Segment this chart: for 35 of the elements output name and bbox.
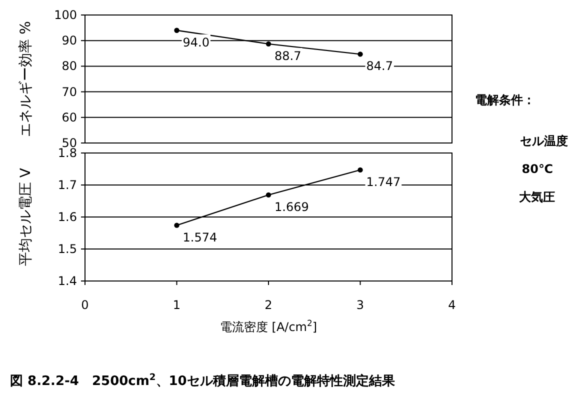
y-axis-title: エネルギー効率 % [18, 21, 34, 137]
x-tick-label: 3 [356, 298, 364, 312]
x-tick-label: 4 [448, 298, 456, 312]
point [358, 52, 363, 57]
y-tick-label: 70 [62, 84, 77, 99]
y-axis-title: 平均セル電圧 V [18, 168, 34, 266]
y-tick-label: 90 [62, 34, 77, 48]
x-tick-label: 2 [264, 298, 272, 312]
y-tick-label: 60 [62, 110, 77, 124]
point [266, 192, 272, 198]
data-label: 1.669 [274, 200, 309, 214]
text: セル温度 [520, 134, 568, 148]
data-label: 1.574 [182, 230, 218, 244]
text: 大気圧 [519, 190, 555, 204]
y-tick-label: 1.6 [58, 210, 77, 224]
y-tick-label: 80 [62, 59, 77, 74]
y-tick-label: 1.5 [58, 242, 77, 256]
x-axis-title: 電流密度 [A/cm$^{2}$] [220, 318, 318, 334]
point [174, 28, 180, 33]
text: 80℃ [522, 162, 553, 176]
data-label: 84.7 [366, 59, 393, 74]
point [174, 222, 180, 228]
point [358, 167, 363, 173]
text: 電解条件： [475, 93, 535, 107]
x-tick-label: 1 [172, 298, 181, 312]
y-tick-label: 100 [54, 8, 77, 22]
y-tick-label: 1.8 [58, 146, 77, 160]
data-label: 94.0 [182, 35, 210, 50]
data-label: 1.747 [366, 174, 401, 189]
data-label: 88.7 [274, 48, 302, 63]
point [266, 41, 272, 47]
y-tick-label: 1.4 [58, 274, 77, 288]
x-tick-label: 0 [81, 298, 89, 312]
y-tick-label: 1.7 [58, 178, 77, 192]
caption: 図 8.2.2-4 2500cm$^{2}$、10セル積層電解槽の電解特性測定結果 [10, 373, 396, 389]
